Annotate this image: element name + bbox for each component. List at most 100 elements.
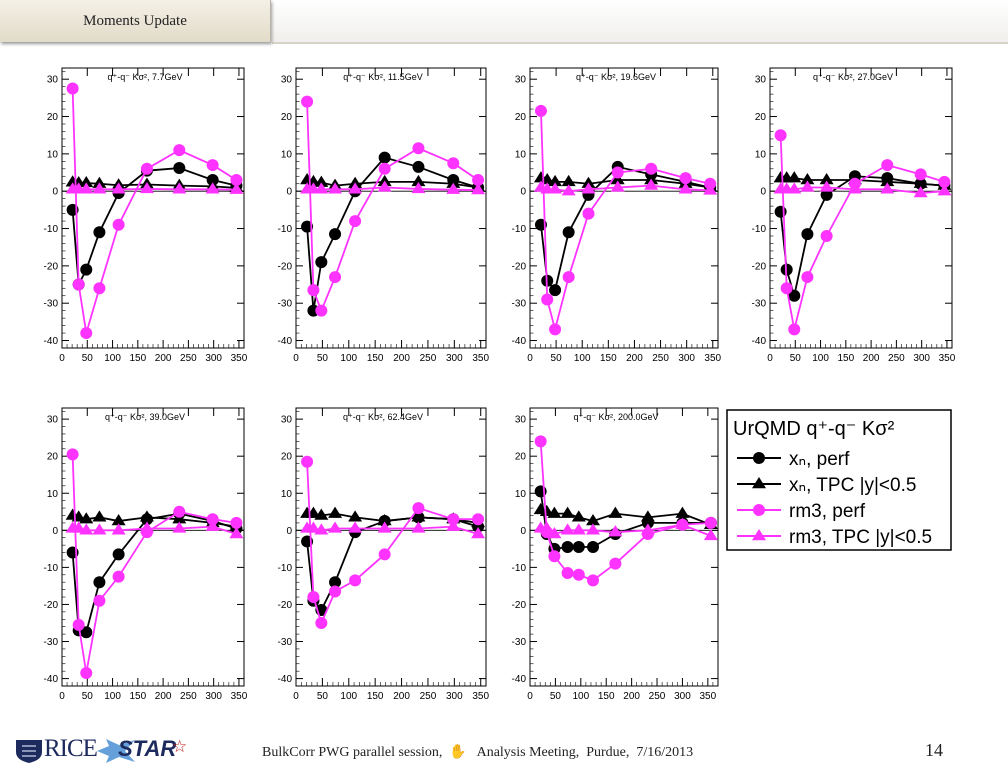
data-point	[307, 591, 320, 604]
data-point	[139, 521, 154, 533]
data-point	[92, 510, 107, 522]
data-point	[111, 514, 126, 526]
legend-marker	[753, 504, 765, 516]
y-tick-label: 0	[286, 187, 292, 198]
page-title: Moments Update	[83, 13, 187, 29]
data-point	[561, 541, 574, 553]
data-point	[609, 557, 622, 570]
series-group	[774, 129, 951, 336]
data-point	[72, 278, 85, 291]
y-tick-label: -20	[278, 600, 293, 611]
y-tick-label: -40	[44, 336, 59, 347]
legend-box	[726, 409, 952, 551]
x-tick-label: 50	[790, 353, 802, 364]
data-point	[80, 327, 93, 340]
data-point	[801, 228, 814, 241]
data-point	[348, 182, 363, 194]
x-tick-label: 300	[446, 353, 463, 364]
legend-marker	[753, 452, 765, 464]
y-tick-label: -20	[512, 261, 527, 272]
data-point	[92, 523, 107, 535]
section-tab: Moments Update	[0, 0, 271, 42]
plot-frame	[61, 407, 245, 687]
y-tick-label: 10	[281, 489, 293, 500]
y-tick-label: 30	[515, 415, 527, 426]
data-point	[173, 162, 186, 175]
y-tick-label: -30	[752, 299, 767, 310]
y-tick-label: 20	[515, 452, 527, 463]
series-group	[301, 455, 485, 629]
data-point	[880, 174, 895, 187]
y-tick-label: -20	[512, 600, 527, 611]
data-point	[112, 218, 125, 231]
x-tick-label: 200	[863, 353, 880, 364]
data-point	[582, 207, 595, 220]
data-point	[561, 566, 574, 579]
legend-label: rm3, perf	[789, 501, 866, 522]
x-tick-label: 200	[393, 691, 410, 702]
series-group	[65, 181, 244, 194]
data-point	[560, 506, 575, 518]
x-tick-label: 250	[649, 691, 666, 702]
x-tick-label: 350	[939, 353, 956, 364]
x-tick-label: 150	[129, 691, 146, 702]
data-point	[704, 516, 717, 529]
data-point	[411, 510, 426, 522]
x-tick-label: 300	[913, 353, 930, 364]
x-tick-label: 150	[600, 353, 617, 364]
y-tick-label: -20	[44, 261, 59, 272]
data-point	[348, 521, 363, 533]
x-tick-label: 100	[574, 353, 591, 364]
chart-title: q⁺-q⁻ Kσ², 39.0GeV	[105, 412, 185, 422]
x-tick-label: 0	[293, 353, 299, 364]
data-point	[72, 618, 85, 631]
y-tick-label: -40	[512, 336, 527, 347]
y-tick-label: -40	[44, 674, 59, 685]
x-tick-label: 200	[155, 353, 172, 364]
data-point	[328, 506, 343, 518]
y-tick-label: 20	[281, 452, 293, 463]
data-point	[561, 174, 576, 187]
data-point	[586, 523, 601, 535]
data-point	[378, 151, 391, 164]
y-tick-label: 20	[47, 112, 59, 123]
star-mark-icon: ☆	[172, 737, 188, 756]
data-point	[881, 159, 894, 172]
y-tick-label: 10	[755, 149, 767, 160]
data-point	[446, 182, 461, 194]
data-point	[472, 174, 485, 186]
y-tick-label: 30	[515, 75, 527, 86]
chart-title: q⁺-q⁻ Kσ², 62.4GeV	[343, 412, 423, 422]
data-point	[587, 541, 600, 553]
data-point	[774, 129, 787, 142]
data-point	[611, 166, 624, 179]
series-line	[539, 441, 711, 582]
chart-title: q⁺-q⁻ Kσ², 27.0GeV	[813, 72, 893, 82]
y-tick-label: -10	[44, 224, 59, 235]
x-tick-label: 150	[367, 353, 384, 364]
data-point	[610, 173, 625, 185]
data-point	[140, 162, 153, 175]
legend-label: rm3, TPC |y|<0.5	[789, 527, 932, 548]
y-tick-label: -40	[278, 336, 293, 347]
star-logo-text: STAR	[118, 736, 177, 761]
x-tick-label: 150	[837, 353, 854, 364]
data-point	[80, 626, 93, 639]
x-tick-label: 350	[472, 353, 489, 364]
x-tick-label: 0	[527, 353, 533, 364]
series-group	[300, 180, 486, 195]
data-point	[205, 519, 220, 531]
data-point	[377, 521, 392, 533]
x-tick-label: 250	[180, 353, 197, 364]
data-point	[675, 517, 690, 529]
data-point	[644, 178, 659, 190]
data-point	[329, 228, 342, 241]
x-tick-label: 150	[129, 353, 146, 364]
data-point	[562, 226, 575, 239]
data-point	[678, 182, 693, 194]
x-tick-label: 100	[104, 691, 121, 702]
data-point	[472, 513, 485, 526]
